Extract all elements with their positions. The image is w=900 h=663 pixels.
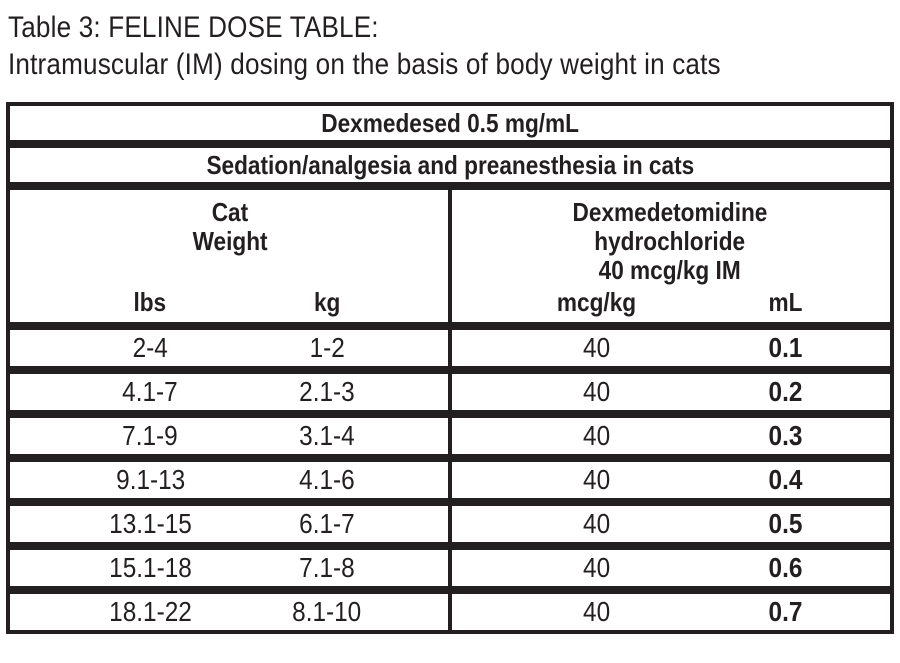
row-divider [10, 140, 890, 148]
kg-cell: 6.1-7 [298, 508, 355, 539]
mcgkg-cell: 40 [582, 420, 611, 451]
indication-banner-row: Sedation/analgesia and preanesthesia in … [10, 148, 890, 182]
lbs-cell: 7.1-9 [122, 420, 179, 451]
col-label-ml: mL [768, 287, 803, 317]
lbs-cell: 9.1-13 [115, 464, 185, 495]
col-label-mcgkg: mcg/kg [556, 287, 637, 317]
drug-name-label: Dexmedetomidine [572, 197, 768, 227]
group-title-line: hydrochloride [450, 227, 890, 256]
dose-row: 13.1-15 6.1-7 40 0.5 [10, 506, 890, 542]
cat-weight-header-cell: Cat Weight lbs kg [10, 190, 450, 322]
weight-column-labels: lbs kg [10, 287, 450, 317]
ml-cell: 0.1 [768, 332, 803, 363]
mcgkg-cell: 40 [582, 464, 611, 495]
table-body: Cat Weight lbs kg Dexmedetomidine hydroc… [10, 190, 890, 630]
product-name-strength: Dexmedesed 0.5 mg/mL [321, 108, 579, 138]
cat-label: Cat [211, 197, 249, 227]
group-title-line: Weight [10, 227, 450, 256]
dose-row: 2-4 1-2 40 0.1 [10, 330, 890, 366]
center-column-divider [448, 190, 452, 630]
ml-cell: 0.3 [768, 420, 803, 451]
table-header-row: Cat Weight lbs kg Dexmedetomidine hydroc… [10, 190, 890, 322]
table-title-line2-text: Intramuscular (IM) dosing on the basis o… [8, 48, 721, 81]
group-title-line: Dexmedetomidine [450, 198, 890, 227]
dose-row: 18.1-22 8.1-10 40 0.7 [10, 594, 890, 630]
lbs-cell: 18.1-22 [108, 596, 192, 627]
dose-column-labels: mcg/kg mL [450, 287, 890, 317]
ml-cell: 0.2 [768, 376, 803, 407]
table-title: Table 3: FELINE DOSE TABLE: Intramuscula… [8, 9, 894, 83]
lbs-cell: 4.1-7 [122, 376, 179, 407]
kg-cell: 4.1-6 [298, 464, 355, 495]
ml-cell: 0.7 [768, 596, 803, 627]
col-label-lbs: lbs [133, 287, 167, 317]
cat-weight-group-title: Cat Weight [10, 198, 450, 256]
mcgkg-cell: 40 [582, 552, 611, 583]
dose-group-title: Dexmedetomidine hydrochloride 40 mcg/kg … [450, 198, 890, 285]
kg-cell: 3.1-4 [298, 420, 355, 451]
dose-rate-label: 40 mcg/kg IM [598, 255, 742, 285]
lbs-cell: 2-4 [132, 332, 168, 363]
group-title-line: 40 mcg/kg IM [450, 256, 890, 285]
table-title-line1: Table 3: FELINE DOSE TABLE: [8, 9, 894, 46]
mcgkg-cell: 40 [582, 596, 611, 627]
ml-cell: 0.6 [768, 552, 803, 583]
kg-cell: 8.1-10 [292, 596, 362, 627]
document-page: Table 3: FELINE DOSE TABLE: Intramuscula… [6, 9, 894, 634]
mcgkg-cell: 40 [582, 332, 611, 363]
table-title-line1-text: Table 3: FELINE DOSE TABLE: [8, 11, 379, 44]
dose-row: 7.1-9 3.1-4 40 0.3 [10, 418, 890, 454]
kg-cell: 2.1-3 [298, 376, 355, 407]
lbs-cell: 15.1-18 [108, 552, 192, 583]
feline-dose-table: Dexmedesed 0.5 mg/mL Sedation/analgesia … [6, 102, 894, 634]
dose-row: 4.1-7 2.1-3 40 0.2 [10, 374, 890, 410]
indication-text: Sedation/analgesia and preanesthesia in … [206, 150, 694, 180]
group-title-line: Cat [10, 198, 450, 227]
kg-cell: 7.1-8 [298, 552, 355, 583]
ml-cell: 0.5 [768, 508, 803, 539]
drug-salt-label: hydrochloride [594, 226, 746, 256]
lbs-cell: 13.1-15 [108, 508, 192, 539]
weight-label: Weight [192, 226, 268, 256]
mcgkg-cell: 40 [582, 376, 611, 407]
product-banner-row: Dexmedesed 0.5 mg/mL [10, 106, 890, 140]
mcgkg-cell: 40 [582, 508, 611, 539]
dose-row: 15.1-18 7.1-8 40 0.6 [10, 550, 890, 586]
ml-cell: 0.4 [768, 464, 803, 495]
dose-header-cell: Dexmedetomidine hydrochloride 40 mcg/kg … [450, 190, 890, 322]
row-divider [10, 182, 890, 190]
table-title-line2: Intramuscular (IM) dosing on the basis o… [8, 46, 894, 83]
dose-row: 9.1-13 4.1-6 40 0.4 [10, 462, 890, 498]
col-label-kg: kg [313, 287, 340, 317]
kg-cell: 1-2 [309, 332, 345, 363]
